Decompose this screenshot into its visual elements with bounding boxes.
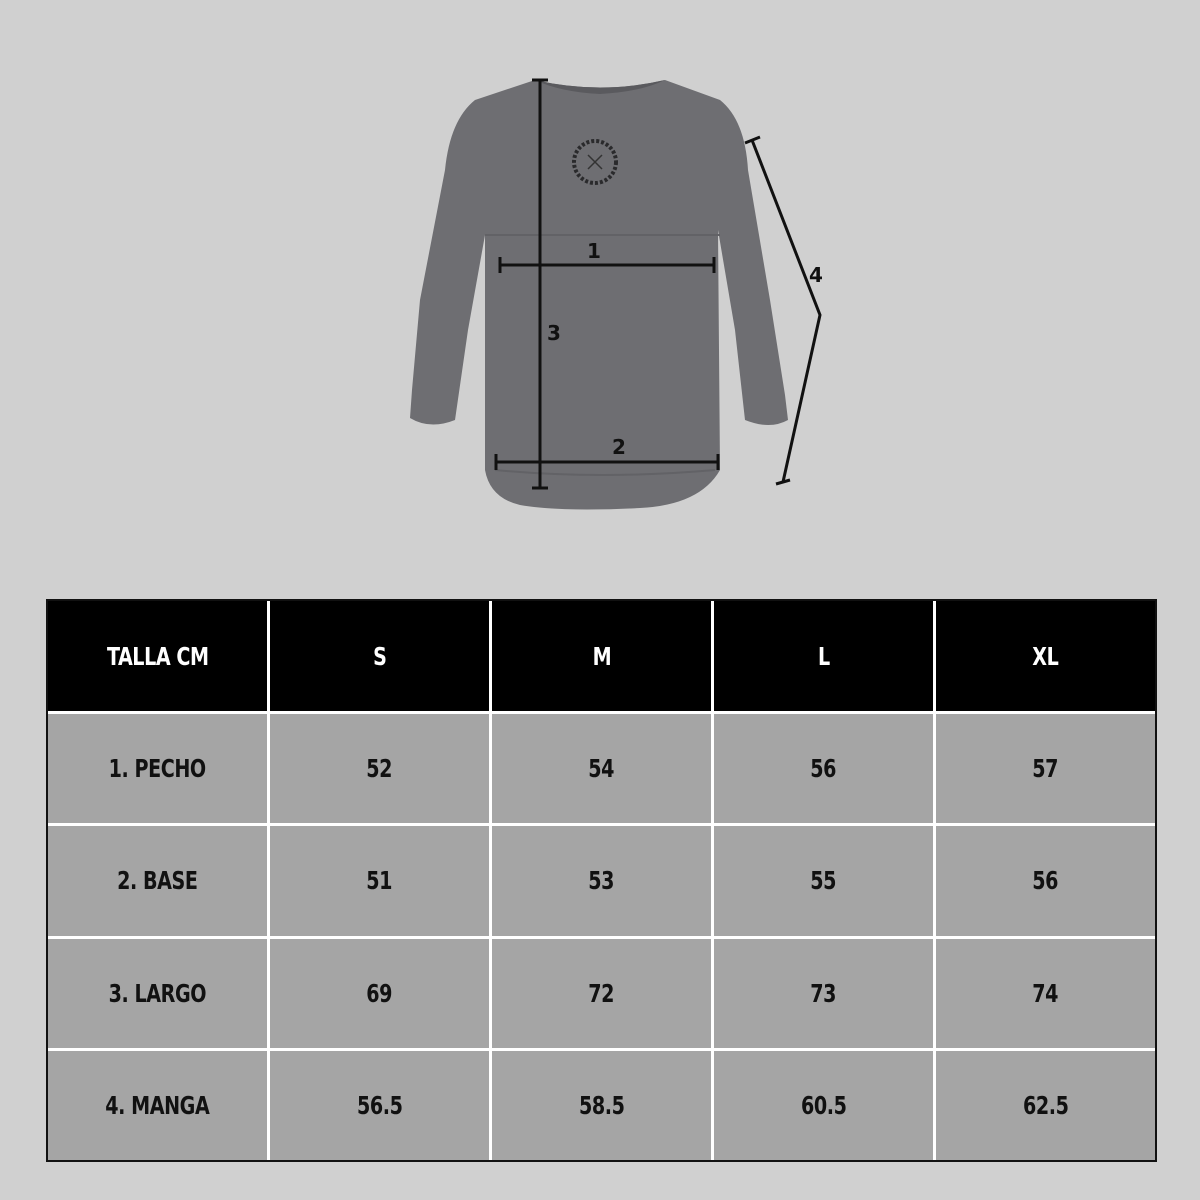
- row-label-cell: 1. PECHO: [48, 714, 267, 824]
- row-label-cell: 3. LARGO: [48, 938, 267, 1048]
- header-cell-text: XL: [1032, 641, 1059, 671]
- table-cell-text: 58.5: [578, 1090, 625, 1120]
- table-cell-text: 53: [588, 866, 615, 896]
- table-cell: 73: [714, 938, 933, 1048]
- table-cell: 60.5: [714, 1050, 933, 1160]
- table-cell: 56: [936, 826, 1155, 936]
- header-cell-text: L: [817, 641, 830, 671]
- header-cell: XL: [936, 601, 1155, 711]
- table-cell: 69: [270, 938, 489, 1048]
- header-cell: M: [492, 601, 711, 711]
- table-cell-text: 57: [1032, 754, 1059, 784]
- header-cell: TALLA CM: [48, 601, 267, 711]
- shirt-illustration: [410, 80, 788, 510]
- table-cell: 56.5: [270, 1050, 489, 1160]
- label-3: 3: [547, 321, 561, 345]
- table-cell-text: 55: [810, 866, 837, 896]
- table-cell: 52: [270, 714, 489, 824]
- table-cell: 74: [936, 938, 1155, 1048]
- label-4: 4: [809, 263, 823, 287]
- table-cell-text: 72: [588, 978, 615, 1008]
- table-cell: 55: [714, 826, 933, 936]
- row-label-cell-text: 1. PECHO: [108, 754, 207, 784]
- row-label-cell: 4. MANGA: [48, 1050, 267, 1160]
- label-1: 1: [587, 239, 601, 263]
- row-label-cell-text: 2. BASE: [117, 866, 198, 896]
- table-cell-text: 54: [588, 754, 615, 784]
- row-label-cell-text: 3. LARGO: [108, 978, 207, 1008]
- table-cell-text: 52: [366, 754, 393, 784]
- table-cell: 54: [492, 714, 711, 824]
- table-cell-text: 56: [1032, 866, 1059, 896]
- header-cell-text: TALLA CM: [106, 641, 209, 671]
- table-cell-text: 51: [366, 866, 393, 896]
- table-cell: 72: [492, 938, 711, 1048]
- table-cell: 56: [714, 714, 933, 824]
- table-cell: 51: [270, 826, 489, 936]
- row-label-cell-text: 4. MANGA: [105, 1090, 210, 1120]
- row-label-cell: 2. BASE: [48, 826, 267, 936]
- table-cell-text: 56.5: [356, 1090, 403, 1120]
- header-cell-text: M: [592, 641, 611, 671]
- table-cell-text: 62.5: [1022, 1090, 1069, 1120]
- table-cell-text: 60.5: [800, 1090, 847, 1120]
- table-cell: 62.5: [936, 1050, 1155, 1160]
- header-cell: S: [270, 601, 489, 711]
- table-cell-text: 74: [1032, 978, 1059, 1008]
- label-2: 2: [612, 435, 626, 459]
- table-cell: 53: [492, 826, 711, 936]
- header-cell: L: [714, 601, 933, 711]
- table-cell-text: 73: [810, 978, 837, 1008]
- table-cell: 57: [936, 714, 1155, 824]
- table-cell: 58.5: [492, 1050, 711, 1160]
- size-table: TALLA CM S M L XL 1. PECHO 52 54 56 57 2. BASE 51 53…: [46, 599, 1157, 1162]
- table-cell-text: 69: [366, 978, 393, 1008]
- measurement-lines: [494, 78, 822, 490]
- header-cell-text: S: [372, 641, 387, 671]
- table-cell-text: 56: [810, 754, 837, 784]
- logo-emblem: [572, 139, 618, 185]
- shirt-measurement-diagram: 1 2 3 4: [410, 78, 823, 510]
